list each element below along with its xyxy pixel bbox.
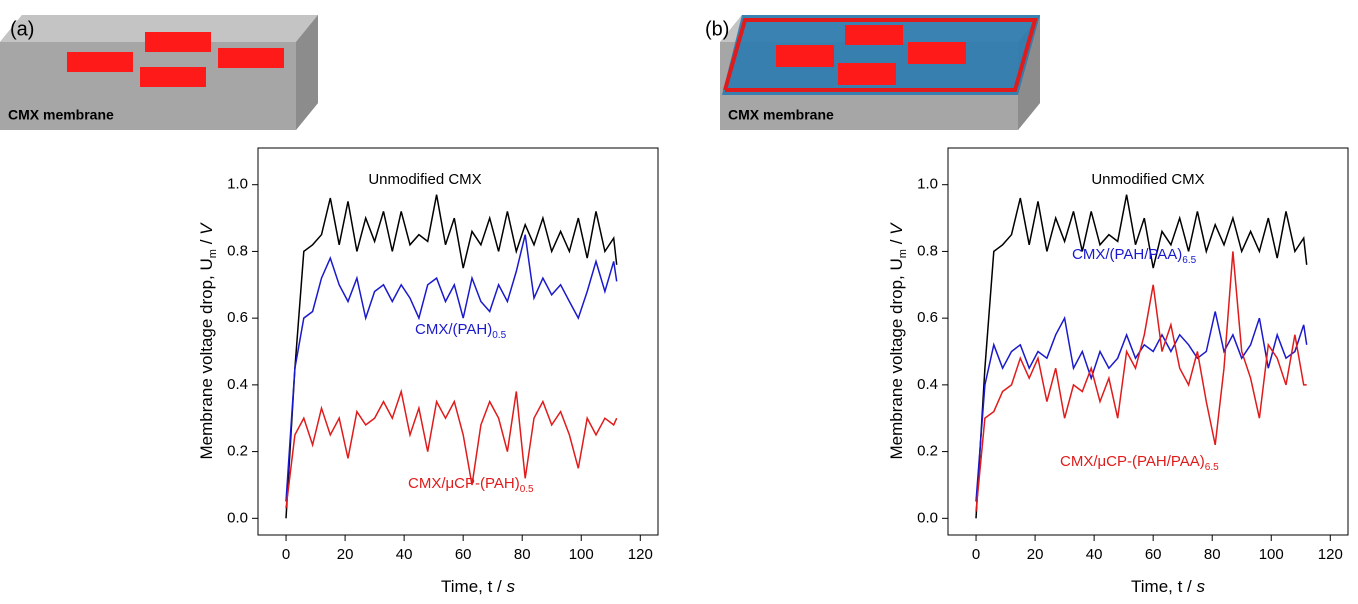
series-label: CMX/μCP-(PAH)0.5 <box>408 475 534 495</box>
y-label-sub: m <box>897 249 909 258</box>
series-label-text: Unmodified CMX <box>1091 171 1204 188</box>
series-label-sub: 0.5 <box>492 330 506 341</box>
x-label-sep: / <box>1182 577 1196 596</box>
data-line <box>285 388 618 509</box>
x-label-unit: s <box>1197 577 1206 596</box>
x-label-unit: s <box>507 577 516 596</box>
x-axis-label: Time, t / s <box>441 577 516 596</box>
y-tick-label: 0.8 <box>227 242 248 259</box>
plot-frame <box>947 147 1349 536</box>
y-tick-label: 0.4 <box>917 376 938 393</box>
schematic-b <box>720 15 1040 130</box>
x-label-main: Time, t <box>1131 577 1183 596</box>
series-label-text: Unmodified CMX <box>368 171 481 188</box>
y-label-sep: / <box>887 235 906 249</box>
y-tick-label: 1.0 <box>917 176 938 193</box>
series-label: CMX/μCP-(PAH/PAA)6.5 <box>1060 453 1219 473</box>
series-label: Unmodified CMX <box>1091 171 1204 188</box>
y-axis-label: Membrane voltage drop, Um / V <box>887 222 908 460</box>
y-tick-label: 1.0 <box>227 176 248 193</box>
y-tick-label: 0.6 <box>227 309 248 326</box>
x-tick-label: 80 <box>1204 546 1221 563</box>
data-line <box>975 311 1308 502</box>
x-tick-label: 120 <box>628 546 653 563</box>
x-tick-label: 40 <box>1086 546 1103 563</box>
x-tick-label: 60 <box>455 546 472 563</box>
y-tick-label: 0.2 <box>917 443 938 460</box>
schematic-label: CMX membrane <box>8 107 114 123</box>
y-label-sep: / <box>197 235 216 249</box>
y-tick-label: 0.0 <box>227 509 248 526</box>
x-axis-label: Time, t / s <box>1131 577 1206 596</box>
series-label-text: CMX/(PAH/PAA) <box>1072 246 1182 263</box>
x-label-main: Time, t <box>441 577 493 596</box>
data-line <box>285 194 618 519</box>
panel-label: (a) <box>10 18 34 40</box>
x-label-sep: / <box>492 577 506 596</box>
x-tick-label: 100 <box>569 546 594 563</box>
schematic-a <box>0 15 318 130</box>
series-label-sub: 0.5 <box>520 484 534 495</box>
series-label: Unmodified CMX <box>368 171 481 188</box>
y-tick-label: 0.4 <box>227 376 248 393</box>
data-line <box>975 194 1308 519</box>
y-label-unit: V <box>197 222 216 235</box>
x-tick-label: 120 <box>1318 546 1343 563</box>
plot-frame <box>257 147 659 536</box>
y-label-sub: m <box>207 249 219 258</box>
series-label: CMX/(PAH/PAA)6.5 <box>1072 246 1197 266</box>
series-label-text: CMX/(PAH) <box>415 321 492 338</box>
y-axis-label: Membrane voltage drop, Um / V <box>197 222 218 460</box>
x-tick-label: 0 <box>972 546 980 563</box>
panel-label: (b) <box>705 18 729 40</box>
x-tick-label: 100 <box>1259 546 1284 563</box>
series-label-sub: 6.5 <box>1205 462 1219 473</box>
series-label-text: CMX/μCP-(PAH/PAA) <box>1060 453 1205 470</box>
y-tick-label: 0.0 <box>917 509 938 526</box>
x-tick-label: 0 <box>282 546 290 563</box>
x-tick-label: 40 <box>396 546 413 563</box>
schematic-label: CMX membrane <box>728 107 834 123</box>
series-label-text: CMX/μCP-(PAH) <box>408 475 520 492</box>
y-label-unit: V <box>887 222 906 235</box>
series-label-sub: 6.5 <box>1182 255 1196 266</box>
data-line <box>975 251 1307 512</box>
x-tick-label: 20 <box>337 546 354 563</box>
y-tick-label: 0.8 <box>917 242 938 259</box>
y-label-main: Membrane voltage drop, U <box>197 258 216 459</box>
x-tick-label: 60 <box>1145 546 1162 563</box>
x-tick-label: 20 <box>1027 546 1044 563</box>
x-tick-label: 80 <box>514 546 531 563</box>
data-line <box>285 234 618 502</box>
y-label-main: Membrane voltage drop, U <box>887 258 906 459</box>
series-label: CMX/(PAH)0.5 <box>415 321 507 341</box>
y-tick-label: 0.6 <box>917 309 938 326</box>
y-tick-label: 0.2 <box>227 443 248 460</box>
